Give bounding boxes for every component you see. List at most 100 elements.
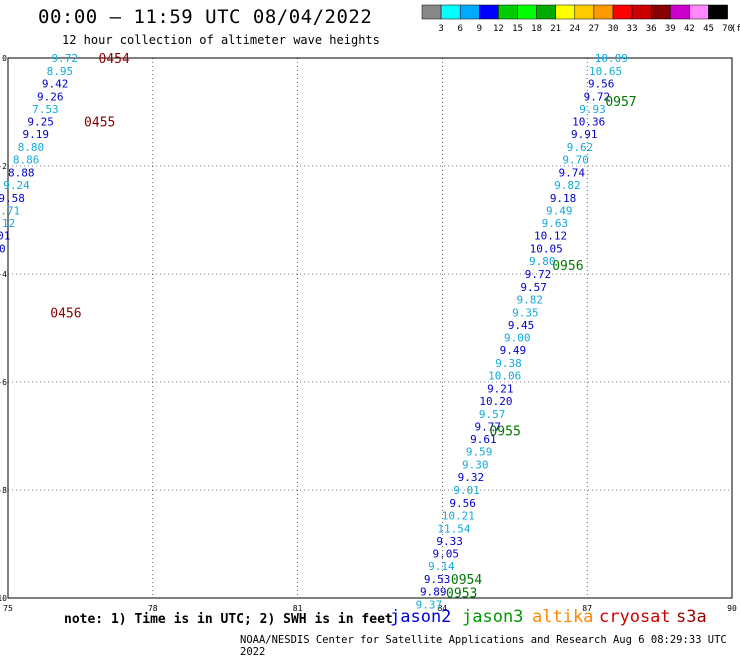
swh-label: 10.36 [572, 116, 605, 129]
swh-label: 9.80 [529, 255, 556, 268]
swh-label: 9.01 [0, 230, 10, 243]
swh-label: 9.49 [500, 344, 527, 357]
colorbar-label: 24 [569, 24, 580, 34]
swh-label: 9.45 [508, 319, 535, 332]
y-tick-label: 0 [2, 54, 7, 63]
swh-label: 9.01 [453, 484, 480, 497]
colorbar-swatch [593, 4, 614, 20]
colorbar-label: 36 [646, 24, 657, 34]
swh-label: 10.05 [530, 243, 563, 256]
swh-label: 10.06 [488, 370, 521, 383]
swh-label: 8.60 [0, 243, 6, 256]
swh-label: 9.53 [424, 573, 451, 586]
chart-subtitle: 12 hour collection of altimeter wave hei… [62, 33, 380, 47]
plot-frame [7, 57, 733, 599]
time-label: 0955 [489, 425, 520, 440]
swh-label: 9.72 [525, 268, 552, 281]
colorbar-label: 15 [512, 24, 523, 34]
colorbar-swatch [689, 4, 709, 20]
swh-label: 9.25 [27, 116, 54, 129]
legend-altika: altika [532, 607, 594, 627]
swh-label: 9.57 [520, 281, 547, 294]
time-label: 0456 [50, 306, 81, 321]
swh-label: 9.70 [562, 154, 589, 167]
swh-label: 9.77 [475, 420, 502, 433]
swh-label: 10.12 [534, 230, 567, 243]
swh-label: 9.32 [458, 471, 485, 484]
time-label: 0953 [446, 587, 477, 602]
swh-label: 9.62 [567, 141, 594, 154]
swh-label: 9.35 [512, 306, 539, 319]
swh-label: 9.05 [433, 548, 460, 561]
colorbar-label: 9 [477, 24, 482, 34]
colorbar-label: 30 [608, 24, 619, 34]
swh-label: 9.56 [449, 497, 476, 510]
y-tick-label: -4 [0, 270, 7, 279]
swh-label: 9.59 [466, 446, 493, 459]
colorbar-swatch [650, 4, 671, 20]
legend-cryosat: cryosat [599, 607, 671, 627]
swh-label: 10.21 [442, 509, 475, 522]
swh-label: 9.57 [479, 408, 506, 421]
colorbar-swatch [536, 4, 556, 20]
x-tick-label: 87 [582, 604, 592, 613]
swh-label: 8.95 [47, 65, 74, 78]
swh-label: 9.24 [3, 179, 30, 192]
colorbar-label: 27 [588, 24, 599, 34]
swh-label: 9.82 [517, 293, 544, 306]
swh-label: 9.26 [37, 90, 64, 103]
note-text: note: 1) Time is in UTC; 2) SWH is in fe… [64, 612, 393, 627]
swh-label: 10.12 [0, 217, 15, 230]
swh-label: 8.71 [0, 204, 20, 217]
colorbar-swatch [421, 4, 442, 20]
grid: 75 78 81 84 87 90 0 -2 -4 -6 -8 -10 [0, 54, 737, 613]
x-tick-label: 90 [727, 604, 737, 613]
time-label: 0954 [451, 573, 482, 588]
swh-label: 11.54 [437, 522, 470, 535]
y-tick-label: -2 [0, 162, 7, 171]
swh-label: 9.74 [559, 166, 586, 179]
swh-label: 9.30 [462, 459, 489, 472]
swh-label: 9.89 [420, 586, 447, 599]
swh-label: 9.72 [584, 90, 611, 103]
colorbar-label: 39 [665, 24, 676, 34]
colorbar-swatch [498, 4, 518, 20]
swh-label: 9.61 [470, 433, 497, 446]
colorbar-swatch [631, 4, 652, 20]
x-tick-label: 78 [148, 604, 158, 613]
swh-label: 10.09 [595, 52, 628, 65]
colorbar-label: 33 [627, 24, 638, 34]
chart-title: 00:00 – 11:59 UTC 08/04/2022 [38, 6, 373, 28]
swh-label: 9.58 [0, 192, 25, 205]
colorbar-label: 45 [703, 24, 714, 34]
time-label: 0957 [605, 95, 636, 110]
swh-label: 9.63 [542, 217, 569, 230]
colorbar-swatch [555, 4, 576, 20]
swh-label: 10.65 [589, 65, 622, 78]
swh-label: 9.19 [23, 128, 50, 141]
colorbar-label: 6 [457, 24, 462, 34]
swh-label: 9.38 [495, 357, 522, 370]
swh-label: 8.86 [13, 154, 40, 167]
colorbar-swatch [459, 4, 480, 20]
swh-label: 9.91 [571, 128, 598, 141]
colorbar-swatch [574, 4, 595, 20]
colorbar-label: 70 [722, 24, 733, 34]
colorbar-label: 3 [438, 24, 443, 34]
colorbar-swatch [708, 4, 728, 20]
colorbar-swatch [670, 4, 690, 20]
swh-label: 9.21 [487, 382, 514, 395]
data-marks: 9.728.959.429.267.539.259.198.808.868.88… [0, 52, 637, 611]
time-label: 0454 [99, 52, 130, 67]
y-tick-label: -10 [0, 594, 7, 603]
colorbar-unit: (ft) [731, 24, 740, 34]
y-tick-label: -6 [0, 378, 7, 387]
y-tick-label: -8 [0, 486, 7, 495]
legend-jason2: jason2 [390, 607, 452, 627]
colorbar-swatch [440, 4, 461, 20]
time-label: 0956 [552, 259, 583, 274]
swh-label: 8.88 [8, 166, 35, 179]
swh-label: 9.14 [428, 560, 455, 573]
